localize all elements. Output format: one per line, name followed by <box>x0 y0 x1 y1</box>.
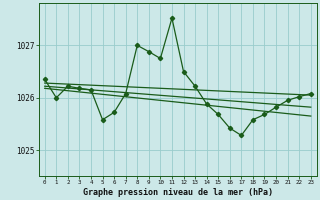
X-axis label: Graphe pression niveau de la mer (hPa): Graphe pression niveau de la mer (hPa) <box>83 188 273 197</box>
